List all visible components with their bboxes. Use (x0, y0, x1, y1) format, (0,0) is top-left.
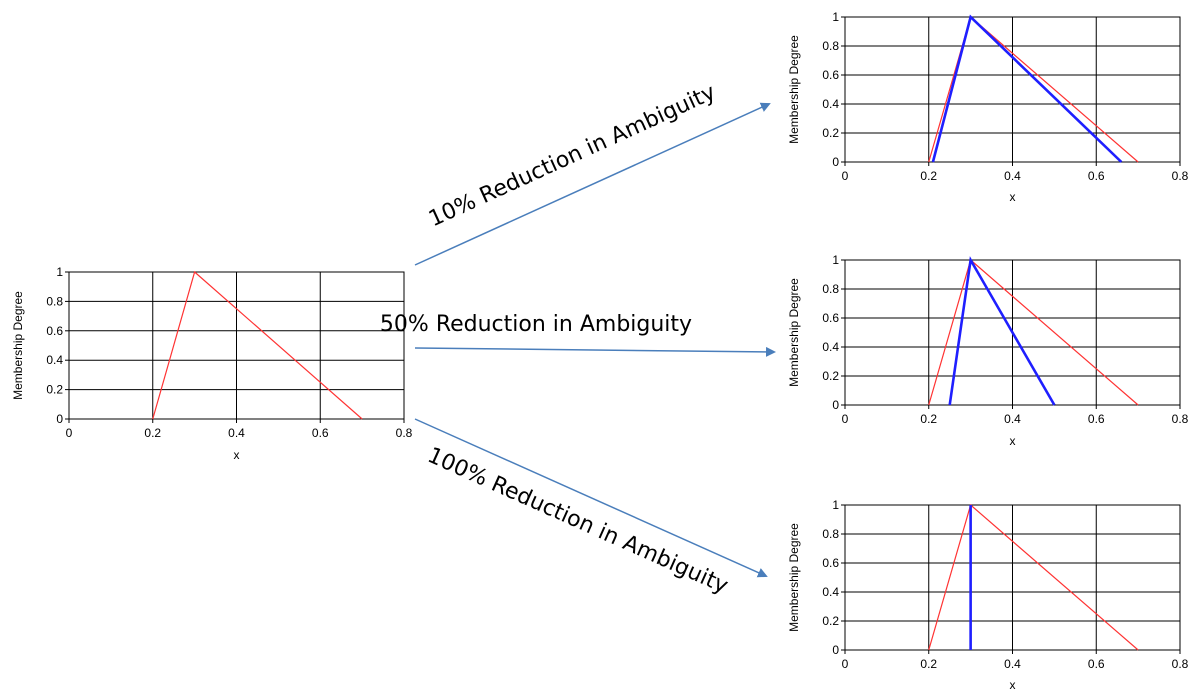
transition-arrow (414, 346, 776, 357)
reduced-membership-line (931, 14, 1123, 163)
arrow-label: 100% Reduction in Ambiguity (424, 443, 732, 599)
arrows-layer: 10% Reduction in Ambiguity 50% Reduction … (380, 80, 776, 599)
y-tick-label: 0.6 (46, 324, 63, 338)
y-tick-label: 0.2 (822, 614, 839, 628)
y-tick-label: 0.6 (822, 68, 839, 82)
y-tick-label: 0.4 (46, 353, 63, 367)
x-tick-label: 0 (842, 169, 849, 183)
x-axis-label: x (1010, 678, 1016, 692)
chart-1: 0 0.2 0.4 0.6 0.8 1 0 0.2 0.4 0.6 0.8 x Membership D… (787, 10, 1189, 204)
y-tick-label: 1 (56, 265, 63, 279)
transition-arrow (414, 102, 771, 266)
x-tick-label: 0 (66, 426, 73, 440)
y-tick-label: 0.8 (822, 527, 839, 541)
y-tick-label: 0.2 (822, 126, 839, 140)
x-tick-label: 0.8 (1172, 169, 1189, 183)
x-tick-label: 0.8 (1172, 657, 1189, 671)
transition-arrow (414, 418, 768, 578)
y-tick-label: 0.8 (822, 39, 839, 53)
y-tick-label: 0.4 (822, 585, 839, 599)
arrow-label: 10% Reduction in Ambiguity (425, 80, 719, 232)
x-tick-label: 0.6 (1088, 657, 1105, 671)
y-axis-label: Membership Degree (11, 291, 25, 400)
x-tick-label: 0 (842, 657, 849, 671)
y-tick-label: 0 (832, 643, 839, 657)
y-tick-label: 0.6 (822, 556, 839, 570)
y-tick-label: 1 (832, 498, 839, 512)
original-membership-line (928, 15, 1139, 163)
y-tick-label: 0.4 (822, 340, 839, 354)
x-tick-label: 0.4 (1004, 412, 1021, 426)
y-tick-label: 0 (56, 412, 63, 426)
x-tick-label: 0.6 (1088, 169, 1105, 183)
x-tick-label: 0.6 (312, 426, 329, 440)
x-axis-label: x (1010, 434, 1016, 448)
y-tick-label: 0.4 (822, 97, 839, 111)
x-tick-label: 0.2 (920, 169, 937, 183)
y-tick-label: 0.2 (822, 369, 839, 383)
y-tick-label: 0 (832, 155, 839, 169)
x-tick-label: 0.2 (144, 426, 161, 440)
y-tick-label: 1 (832, 10, 839, 24)
arrow-label: 50% Reduction in Ambiguity (380, 312, 692, 337)
y-tick-label: 0.8 (46, 294, 63, 308)
x-tick-label: 0.6 (1088, 412, 1105, 426)
original-membership-line (928, 503, 1139, 651)
x-tick-label: 0 (842, 412, 849, 426)
chart-3: 0 0.2 0.4 0.6 0.8 1 0 0.2 0.4 0.6 0.8 x Membership D… (787, 498, 1189, 692)
y-tick-label: 1 (832, 253, 839, 267)
y-tick-label: 0 (832, 398, 839, 412)
x-tick-label: 0.4 (1004, 169, 1021, 183)
y-tick-label: 0.6 (822, 311, 839, 325)
original-membership-line (152, 270, 363, 420)
x-tick-label: 0.2 (920, 657, 937, 671)
x-tick-label: 0.4 (228, 426, 245, 440)
x-tick-label: 0.8 (396, 426, 413, 440)
chart-2: 0 0.2 0.4 0.6 0.8 1 0 0.2 0.4 0.6 0.8 x Membership D… (787, 253, 1189, 448)
chart-0: 0 0.2 0.4 0.6 0.8 1 0 0.2 0.4 0.6 0.8 x Membership D… (11, 265, 413, 462)
y-tick-label: 0.8 (822, 282, 839, 296)
x-tick-label: 0.4 (1004, 657, 1021, 671)
reduced-membership-line (948, 256, 1056, 406)
y-axis-label: Membership Degree (787, 523, 801, 632)
x-tick-label: 0.8 (1172, 412, 1189, 426)
y-axis-label: Membership Degree (787, 278, 801, 387)
y-axis-label: Membership Degree (787, 35, 801, 144)
x-axis-label: x (234, 448, 240, 462)
y-tick-label: 0.2 (46, 383, 63, 397)
x-axis-label: x (1010, 190, 1016, 204)
charts-layer: 0 0.2 0.4 0.6 0.8 1 0 0.2 0.4 0.6 0.8 x Membership D… (11, 10, 1189, 692)
x-tick-label: 0.2 (920, 412, 937, 426)
